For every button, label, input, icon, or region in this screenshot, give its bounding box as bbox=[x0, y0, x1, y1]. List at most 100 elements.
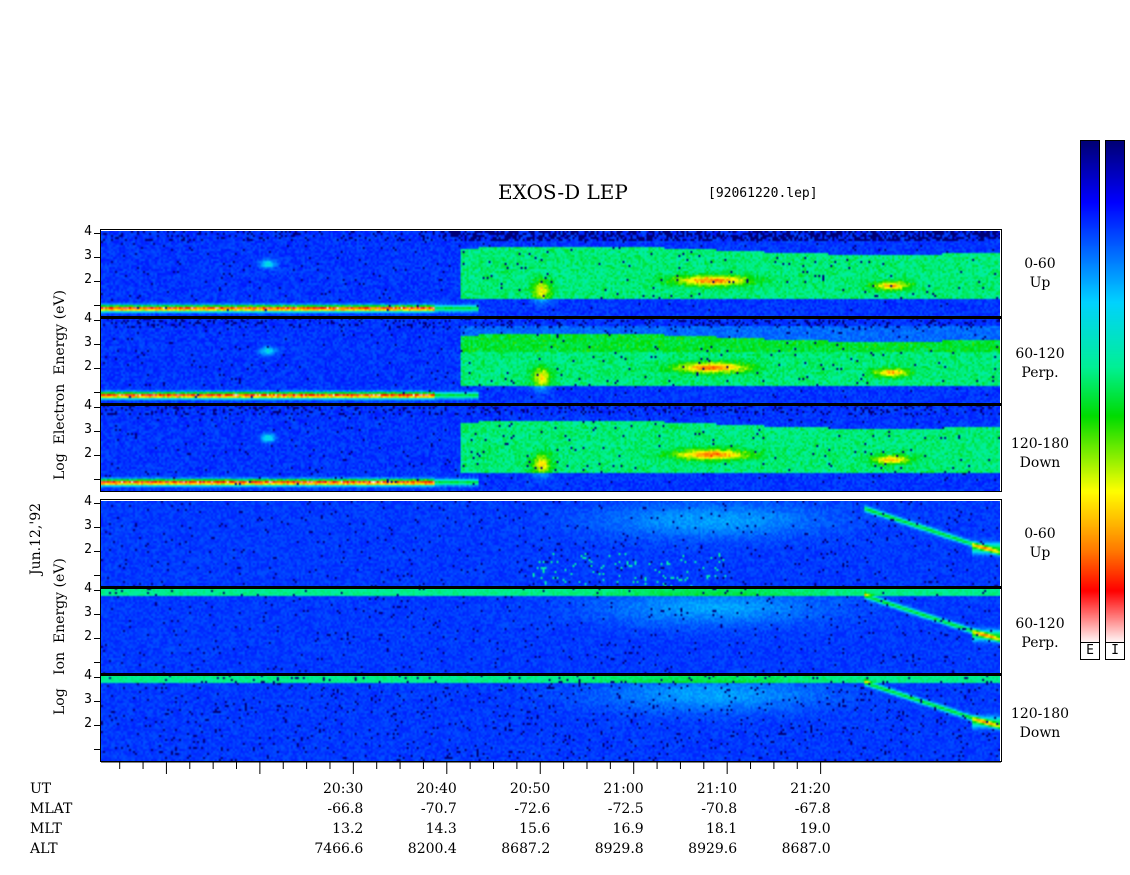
x-tick-label: 20:40 bbox=[416, 781, 457, 797]
x-tick-label: 19.0 bbox=[799, 821, 831, 837]
y-label-word: Electron bbox=[52, 383, 68, 445]
x-tick-label: 8687.2 bbox=[501, 841, 551, 857]
y-tick-mark bbox=[94, 551, 101, 553]
x-tick-label: 13.2 bbox=[332, 821, 364, 837]
y-tick-label: 2 bbox=[84, 272, 92, 288]
y-tick-mark bbox=[94, 590, 101, 592]
y-tick-mark bbox=[94, 233, 101, 235]
x-row-label: MLAT bbox=[30, 801, 73, 817]
y-tick-label: 2 bbox=[84, 446, 92, 462]
colorbar-label-i: I bbox=[1105, 642, 1125, 660]
y-tick-label: 2 bbox=[84, 542, 92, 558]
pitch-range: 60-120 bbox=[1015, 616, 1065, 632]
y-tick-mark bbox=[94, 479, 101, 481]
y-label-word: Energy bbox=[52, 323, 68, 375]
y-tick-label: 4 bbox=[84, 581, 92, 597]
y-tick-mark bbox=[94, 749, 101, 751]
y-tick-mark bbox=[94, 344, 101, 346]
direction: Up bbox=[1029, 275, 1051, 291]
x-tick-label: -72.5 bbox=[607, 801, 644, 817]
y-tick-label: 2 bbox=[84, 359, 92, 375]
panel-label-electron-down: 120-180 Down bbox=[1000, 435, 1080, 473]
panel-label-electron-perp: 60-120 Perp. bbox=[1000, 345, 1080, 383]
y-tick-label: 4 bbox=[84, 398, 92, 414]
x-tick-label: -66.8 bbox=[327, 801, 364, 817]
panel-label-ion-perp: 60-120 Perp. bbox=[1000, 615, 1080, 653]
ion-colorbar bbox=[1105, 140, 1125, 643]
y-tick-mark bbox=[94, 281, 101, 283]
y-tick-label: 2 bbox=[84, 629, 92, 645]
y-tick-label: 3 bbox=[84, 605, 92, 621]
date-label: Jun.12,'92 bbox=[28, 502, 44, 575]
x-tick-label: 8687.0 bbox=[781, 841, 831, 857]
panel-separator bbox=[101, 586, 1001, 589]
y-tick-label: 4 bbox=[84, 494, 92, 510]
y-tick-mark bbox=[94, 503, 101, 505]
pitch-range: 120-180 bbox=[1010, 706, 1070, 722]
y-tick-mark bbox=[94, 392, 101, 394]
direction: Up bbox=[1029, 545, 1051, 561]
panel-separator bbox=[101, 403, 1001, 406]
y-tick-label: 3 bbox=[84, 692, 92, 708]
x-tick-label: -72.6 bbox=[514, 801, 551, 817]
y-tick-mark bbox=[94, 305, 101, 307]
x-tick-label: 8929.8 bbox=[594, 841, 644, 857]
y-tick-mark bbox=[94, 725, 101, 727]
x-axis bbox=[101, 761, 1001, 774]
panel-separator bbox=[101, 673, 1001, 676]
x-row-label: UT bbox=[30, 781, 52, 797]
direction: Perp. bbox=[1021, 635, 1059, 651]
y-tick-label: 4 bbox=[84, 224, 92, 240]
x-tick-label: 18.1 bbox=[705, 821, 738, 837]
x-tick-label: 20:30 bbox=[322, 781, 364, 797]
y-tick-label: 3 bbox=[84, 422, 92, 438]
y-tick-mark bbox=[94, 320, 101, 322]
y-label-word: Energy bbox=[52, 591, 68, 644]
x-tick-label: 8200.4 bbox=[407, 841, 457, 857]
chart-title: EXOS-D LEP bbox=[498, 180, 628, 204]
x-row-label: ALT bbox=[30, 841, 58, 857]
y-tick-mark bbox=[94, 407, 101, 409]
x-tick-label: 7466.6 bbox=[314, 841, 364, 857]
y-tick-mark bbox=[94, 431, 101, 433]
ion-y-axis-label: Log Ion Energy (eV) bbox=[52, 558, 68, 715]
direction: Down bbox=[1019, 725, 1061, 741]
y-label-word: Log bbox=[52, 688, 68, 715]
pitch-range: 0-60 bbox=[1024, 526, 1056, 542]
x-tick-label: 21:10 bbox=[696, 781, 738, 797]
direction: Down bbox=[1019, 455, 1061, 471]
y-label-word: Log bbox=[52, 453, 68, 480]
electron-down-panel bbox=[101, 405, 1000, 491]
y-tick-mark bbox=[94, 368, 101, 370]
y-label-word: Ion bbox=[52, 651, 68, 675]
y-tick-label: 3 bbox=[84, 248, 92, 264]
electron-y-axis-label: Log Electron Energy (eV) bbox=[52, 290, 68, 480]
y-tick-mark bbox=[94, 257, 101, 259]
x-tick-label: -70.8 bbox=[701, 801, 738, 817]
file-label: [92061220.lep] bbox=[708, 186, 818, 201]
panel-label-electron-up: 0-60 Up bbox=[1000, 255, 1080, 293]
ion-perp-panel bbox=[101, 588, 1000, 674]
y-tick-label: 3 bbox=[84, 518, 92, 534]
y-tick-mark bbox=[94, 575, 101, 577]
pitch-range: 0-60 bbox=[1024, 256, 1056, 272]
y-label-word: (eV) bbox=[52, 290, 68, 320]
x-tick-label: 8929.6 bbox=[688, 841, 738, 857]
panel-label-ion-up: 0-60 Up bbox=[1000, 525, 1080, 563]
x-tick-label: -67.8 bbox=[794, 801, 831, 817]
x-tick-label: 15.6 bbox=[519, 821, 551, 837]
y-tick-label: 4 bbox=[84, 311, 92, 327]
x-tick-label: -70.7 bbox=[420, 801, 457, 817]
y-tick-mark bbox=[94, 527, 101, 529]
y-tick-mark bbox=[94, 662, 101, 664]
y-tick-label: 3 bbox=[84, 335, 92, 351]
ion-up-panel bbox=[101, 501, 1000, 587]
pitch-range: 120-180 bbox=[1010, 436, 1070, 452]
direction: Perp. bbox=[1021, 365, 1059, 381]
electron-colorbar bbox=[1080, 140, 1100, 643]
panel-separator bbox=[101, 316, 1001, 319]
colorbar-label-e: E bbox=[1080, 642, 1100, 660]
y-tick-mark bbox=[94, 614, 101, 616]
x-tick-label: 14.3 bbox=[425, 821, 457, 837]
x-tick-label: 21:20 bbox=[790, 781, 831, 797]
